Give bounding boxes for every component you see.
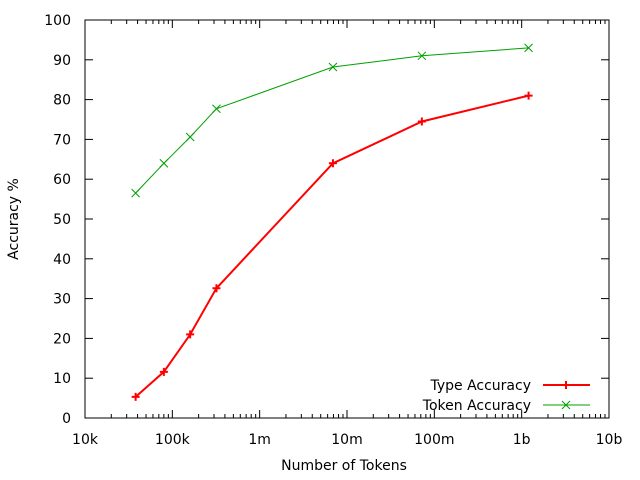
legend-label-type-accuracy: Type Accuracy bbox=[429, 378, 531, 394]
y-axis-label: Accuracy % bbox=[6, 178, 22, 260]
y-axis-ticks: 0 10 20 30 40 50 60 70 80 90 100 bbox=[44, 13, 609, 427]
y-tick-label: 70 bbox=[53, 132, 71, 148]
x-tick-label: 10m bbox=[331, 432, 362, 448]
data-point-type-accuracy bbox=[159, 367, 168, 376]
x-tick-label: 1b bbox=[513, 432, 531, 448]
x-tick-label: 10b bbox=[596, 432, 623, 448]
data-point-token-accuracy bbox=[212, 104, 221, 114]
data-point-type-accuracy bbox=[328, 159, 337, 168]
data-point-token-accuracy bbox=[131, 188, 140, 198]
legend-marker-token-accuracy bbox=[561, 400, 571, 410]
data-point-token-accuracy bbox=[159, 158, 169, 168]
y-tick-label: 50 bbox=[53, 212, 71, 228]
data-point-token-accuracy bbox=[185, 132, 195, 142]
y-tick-label: 10 bbox=[53, 371, 71, 387]
series-type-accuracy bbox=[131, 91, 533, 401]
series-line-type-accuracy bbox=[134, 94, 529, 398]
x-tick-label: 100k bbox=[155, 432, 191, 448]
y-tick-label: 60 bbox=[53, 172, 71, 188]
x-tick-label: 1m bbox=[248, 432, 271, 448]
data-point-type-accuracy bbox=[524, 91, 533, 100]
y-tick-label: 20 bbox=[53, 331, 71, 347]
data-point-type-accuracy bbox=[417, 117, 426, 126]
y-tick-label: 80 bbox=[53, 93, 71, 109]
legend-marker-type-accuracy bbox=[562, 381, 570, 389]
y-tick-label: 40 bbox=[53, 252, 71, 268]
data-point-type-accuracy bbox=[131, 392, 140, 401]
legend: Type Accuracy Token Accuracy bbox=[422, 378, 590, 414]
y-tick-label: 0 bbox=[62, 411, 71, 427]
data-point-type-accuracy bbox=[212, 284, 221, 293]
y-tick-label: 90 bbox=[53, 53, 71, 69]
series-line-token-accuracy bbox=[135, 47, 529, 194]
plot-frame bbox=[84, 19, 610, 419]
legend-label-token-accuracy: Token Accuracy bbox=[422, 398, 531, 414]
x-axis-ticks: 10k 100k 1m 10m 100m 1b 10b bbox=[72, 20, 622, 448]
y-tick-label: 100 bbox=[44, 13, 71, 29]
data-point-token-accuracy bbox=[417, 51, 427, 61]
x-tick-label: 100m bbox=[414, 432, 454, 448]
data-point-token-accuracy bbox=[328, 62, 338, 72]
series-token-accuracy bbox=[131, 43, 533, 198]
x-tick-label: 10k bbox=[72, 432, 99, 448]
x-axis-label: Number of Tokens bbox=[281, 458, 407, 474]
y-tick-label: 30 bbox=[53, 292, 71, 308]
series-layer bbox=[131, 43, 533, 401]
data-point-token-accuracy bbox=[524, 43, 533, 53]
data-point-type-accuracy bbox=[186, 330, 195, 339]
